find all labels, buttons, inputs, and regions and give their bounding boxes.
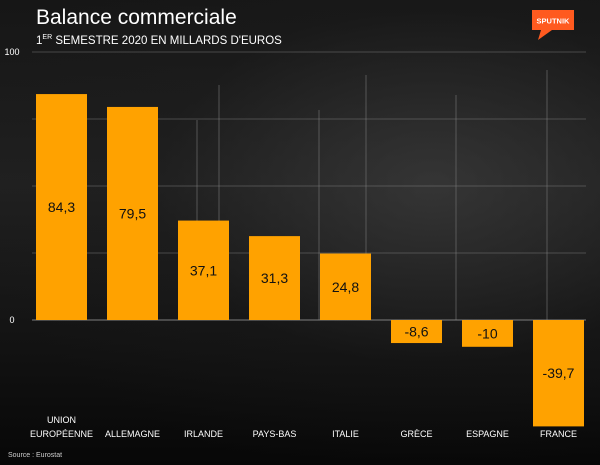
category-label-2: IRLANDE: [184, 429, 223, 439]
source-note: Source : Eurostat: [8, 452, 63, 459]
subtitle-rest: SEMESTRE 2020 EN MILLARDS D'EUROS: [52, 35, 282, 47]
value-label-1: 79,5: [119, 205, 146, 221]
logo-text: SPUTNIK: [537, 17, 571, 26]
category-label-3: PAYS-BAS: [253, 429, 297, 439]
subtitle-ordinal: ER: [42, 34, 53, 42]
bar-1: [107, 106, 158, 320]
category-label-5: GRÈCE: [400, 429, 432, 439]
bar-6: [462, 320, 513, 347]
subtitle-prefix: 1: [36, 35, 43, 47]
value-label-4: 24,8: [332, 279, 359, 295]
value-label-3: 31,3: [261, 270, 288, 286]
sputnik-logo: SPUTNIK: [532, 10, 574, 40]
category-label-1: ALLEMAGNE: [105, 429, 160, 439]
chart-title: Balance commerciale: [36, 6, 237, 29]
bar-5: [391, 320, 442, 344]
category-label-0-line-0: UNION: [47, 415, 76, 425]
bar-3: [249, 236, 300, 320]
category-label-7: FRANCE: [540, 429, 577, 439]
category-label-0-line-1: EUROPÉENNE: [30, 429, 93, 439]
bar-2: [178, 220, 229, 320]
bar-7: [533, 320, 584, 427]
value-label-5: -8,6: [404, 324, 428, 340]
chart-subtitle: 1ER SEMESTRE 2020 EN MILLARDS D'EUROS: [36, 34, 282, 47]
value-label-7: -39,7: [543, 365, 575, 381]
value-label-2: 37,1: [190, 262, 217, 278]
value-label-0: 84,3: [48, 199, 75, 215]
bar-4: [320, 253, 371, 320]
bar-0: [36, 94, 87, 321]
y-tick-label-100: 100: [4, 47, 19, 57]
y-tick-label-0: 0: [9, 315, 14, 325]
category-label-6: ESPAGNE: [466, 429, 509, 439]
category-label-4: ITALIE: [332, 429, 359, 439]
value-label-6: -10: [477, 325, 497, 341]
